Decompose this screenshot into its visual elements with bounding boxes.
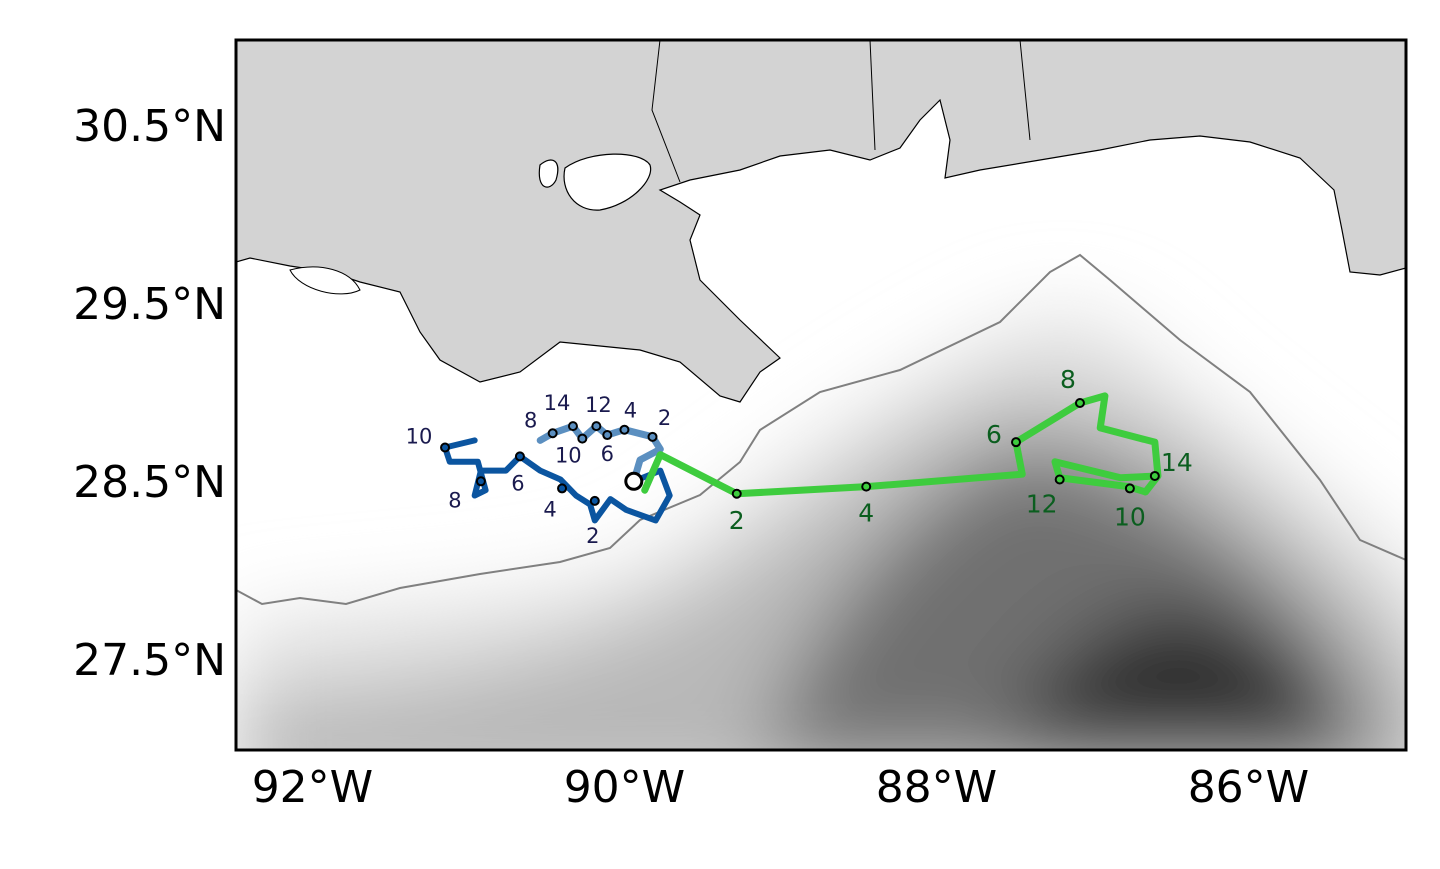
- day-label: 14: [544, 391, 571, 415]
- day-label: 6: [601, 442, 614, 466]
- y-tick-label: 28.5°N: [73, 457, 226, 508]
- day-label: 6: [511, 471, 524, 495]
- day-marker: [861, 481, 872, 492]
- day-marker: [577, 433, 588, 444]
- day-marker: [731, 488, 742, 499]
- day-label: 8: [448, 488, 461, 512]
- x-tick-label: 88°W: [876, 762, 998, 813]
- day-marker: [589, 495, 600, 506]
- day-marker: [514, 451, 525, 462]
- lake: [538, 159, 559, 188]
- x-tick-label: 92°W: [252, 762, 374, 813]
- drifter-track: [442, 437, 673, 524]
- day-label: 10: [555, 444, 582, 468]
- day-label: 10: [1114, 502, 1146, 531]
- day-label: 2: [658, 406, 671, 430]
- lake: [289, 266, 361, 295]
- day-marker: [1124, 483, 1135, 494]
- drifter-track: [641, 392, 1162, 498]
- day-label: 14: [1161, 448, 1193, 477]
- day-marker: [1011, 437, 1021, 448]
- y-tick-label: 27.5°N: [73, 635, 226, 686]
- day-label: 10: [406, 424, 433, 448]
- day-marker: [475, 476, 486, 487]
- day-label: 12: [585, 393, 612, 417]
- day-marker: [440, 442, 451, 453]
- day-marker: [547, 428, 558, 439]
- day-marker: [557, 483, 568, 494]
- day-label: 4: [624, 399, 637, 423]
- day-marker: [1054, 474, 1065, 485]
- day-label: 4: [543, 497, 556, 521]
- state-border: [651, 40, 1031, 183]
- day-marker: [1074, 398, 1085, 409]
- axis-labels: 92°W 90°W 88°W 86°W 27.5°N 28.5°N 29.5°N 30.5°N: [73, 101, 1309, 813]
- land: [236, 40, 1406, 403]
- day-label: 2: [729, 506, 745, 535]
- day-marker: [647, 431, 658, 442]
- y-tick-label: 30.5°N: [73, 101, 226, 152]
- day-label: 6: [986, 420, 1002, 449]
- x-tick-label: 90°W: [564, 762, 686, 813]
- map-frame: [234, 38, 1408, 752]
- x-tick-label: 86°W: [1188, 762, 1310, 813]
- day-label: 4: [858, 499, 874, 528]
- day-label: 8: [524, 408, 537, 432]
- day-label: 8: [1060, 365, 1076, 394]
- day-marker: [591, 421, 602, 432]
- day-marker: [567, 421, 578, 432]
- day-marker: [1149, 470, 1160, 481]
- release-point: [624, 471, 644, 491]
- day-label: 2: [586, 524, 599, 548]
- day-label: 12: [1026, 490, 1058, 519]
- isobath: [236, 253, 1406, 606]
- lake: [563, 153, 652, 211]
- day-marker: [619, 424, 630, 435]
- y-tick-label: 29.5°N: [73, 279, 226, 330]
- day-marker: [602, 430, 613, 441]
